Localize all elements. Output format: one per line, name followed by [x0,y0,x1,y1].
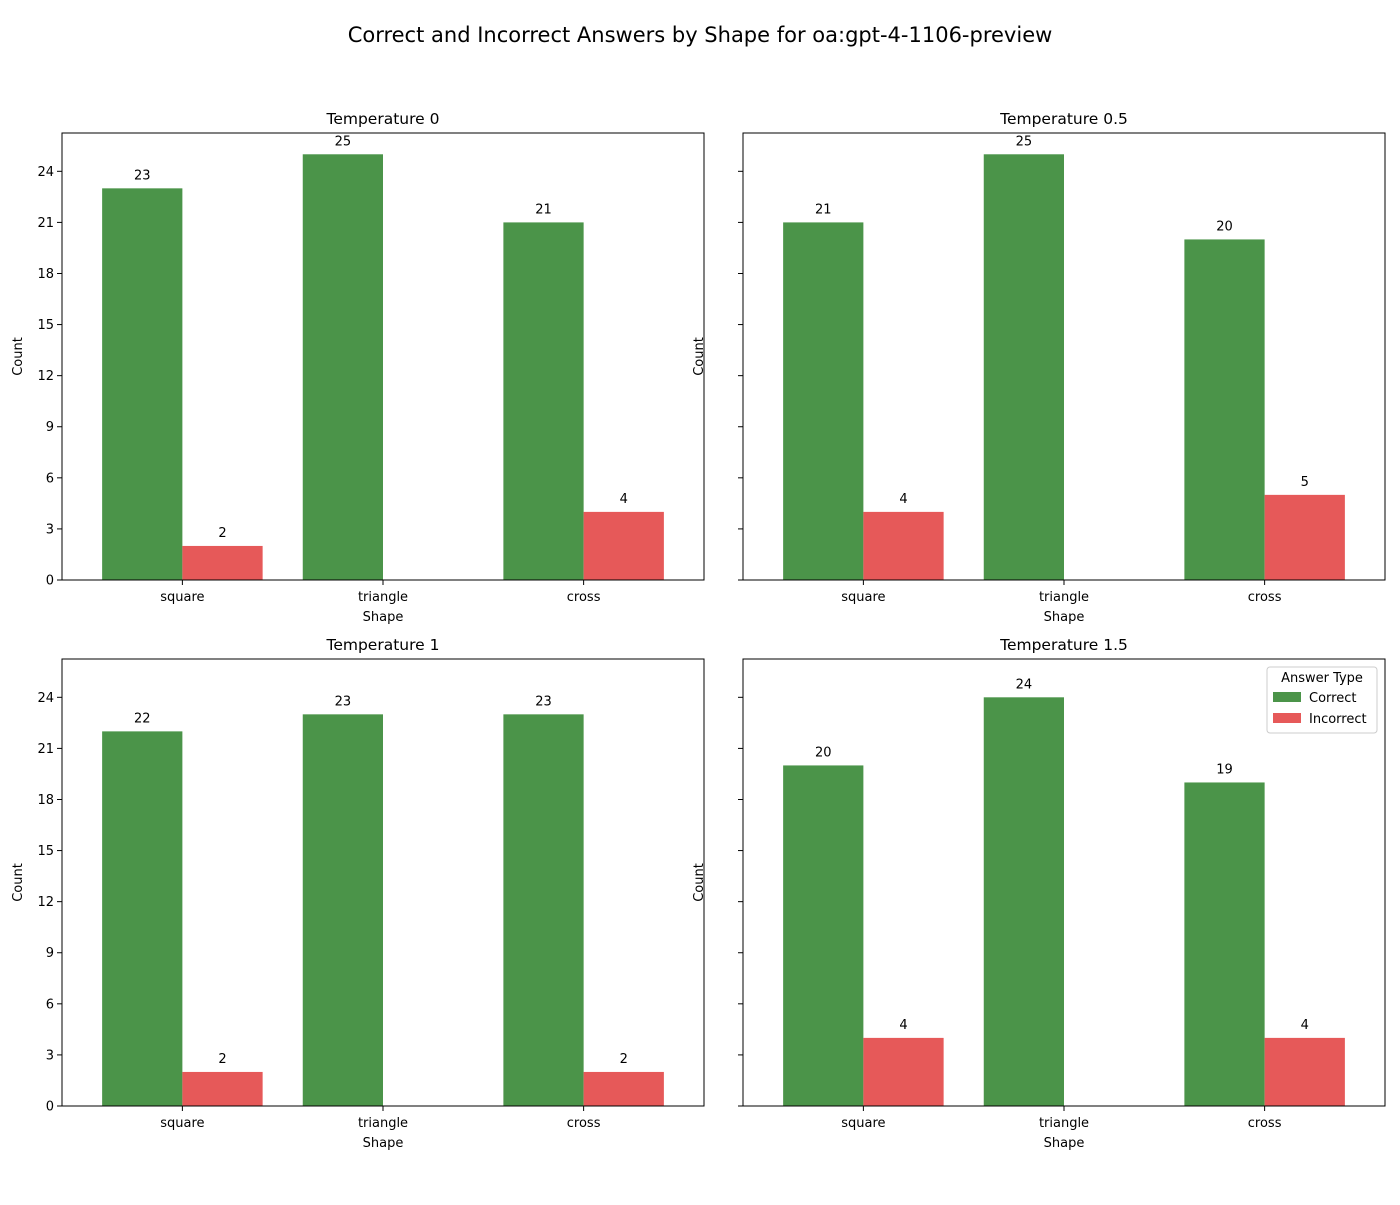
bar-incorrect-cross [583,511,664,580]
panel-2: Temperature 0.5 21 25 20 4 5 square triangle cro… [692,110,1386,625]
data-label: 4 [1301,1018,1309,1033]
bar-correct-triangle [983,154,1064,581]
bar-incorrect-cross [1264,1037,1345,1106]
y-tick-label: 3 [46,522,54,537]
bar-incorrect-cross [583,1071,664,1106]
data-label: 23 [535,694,552,709]
x-tick-label: cross [567,590,601,605]
bar-correct-cross [503,222,584,580]
x-tick-label: square [160,590,204,605]
x-tick-label: cross [1248,1116,1282,1131]
y-tick-label: 24 [37,165,54,180]
x-tick-label: cross [567,1116,601,1131]
legend: Answer Type Correct Incorrect [1266,666,1378,734]
data-label: 24 [1016,677,1033,692]
x-tick-label: triangle [1039,590,1089,605]
bar-incorrect-square [182,545,263,580]
panel-4: Temperature 1.5 20 24 19 4 4 square triangle cro… [692,636,1386,1151]
panel-title: Temperature 1.5 [999,636,1128,654]
x-axis-label: Shape [363,1136,404,1151]
y-tick-label: 0 [46,574,54,589]
data-label: 20 [815,745,832,760]
legend-swatch-correct [1273,692,1301,702]
x-tick-label: square [841,1116,885,1131]
x-tick-label: cross [1248,590,1282,605]
data-label: 20 [1216,219,1233,234]
data-label: 2 [218,526,226,541]
y-tick-label: 21 [37,742,54,757]
y-tick-label: 21 [37,216,54,231]
data-label: 22 [134,711,151,726]
bar-correct-cross [1184,782,1265,1106]
figure-title: Correct and Incorrect Answers by Shape f… [348,23,1053,47]
y-tick-label: 3 [46,1048,54,1063]
bar-correct-triangle [302,154,383,581]
data-label: 4 [620,492,628,507]
bar-incorrect-cross [1264,494,1345,580]
y-tick-label: 24 [37,691,54,706]
y-axis-label: Count [692,863,707,902]
x-tick-label: square [841,590,885,605]
bar-incorrect-square [182,1071,263,1106]
legend-title: Answer Type [1281,671,1363,686]
panel-title: Temperature 0.5 [999,110,1128,128]
panel-title: Temperature 1 [326,636,440,654]
data-label: 25 [335,134,352,149]
panel-title: Temperature 0 [326,110,440,128]
y-axis-label: Count [692,337,707,376]
data-label: 2 [620,1052,628,1067]
y-tick-label: 12 [37,369,54,384]
x-axis-label: Shape [363,610,404,625]
y-tick-label: 9 [46,946,54,961]
y-tick-label: 15 [37,318,54,333]
y-tick-label: 18 [37,267,54,282]
data-label: 23 [335,694,352,709]
legend-swatch-incorrect [1273,713,1301,723]
x-tick-label: triangle [358,1116,408,1131]
y-tick-label: 0 [46,1100,54,1115]
y-axis-label: Count [11,863,26,902]
y-axis-label: Count [11,337,26,376]
bar-correct-triangle [302,714,383,1106]
x-tick-label: triangle [358,590,408,605]
x-tick-label: triangle [1039,1116,1089,1131]
bar-correct-square [102,188,183,580]
bar-correct-cross [503,714,584,1106]
x-tick-label: square [160,1116,204,1131]
bar-correct-square [102,731,183,1106]
x-axis-label: Shape [1044,1136,1085,1151]
y-tick-label: 6 [46,471,54,486]
panel-1: Temperature 02325212403691215182124squar… [11,110,705,625]
bar-correct-cross [1184,239,1265,580]
y-tick-label: 6 [46,997,54,1012]
bar-incorrect-square [863,1037,944,1106]
data-label: 23 [134,168,151,183]
bar-correct-triangle [983,697,1064,1106]
data-label: 2 [218,1052,226,1067]
bar-correct-square [783,222,864,580]
data-label: 21 [535,202,552,217]
y-tick-label: 15 [37,844,54,859]
data-label: 19 [1216,762,1233,777]
y-tick-label: 12 [37,895,54,910]
y-tick-label: 9 [46,420,54,435]
legend-label-correct: Correct [1309,691,1356,706]
bar-incorrect-square [863,511,944,580]
data-label: 4 [899,492,907,507]
y-tick-label: 18 [37,793,54,808]
data-label: 4 [899,1018,907,1033]
data-label: 5 [1301,475,1309,490]
x-axis-label: Shape [1044,610,1085,625]
legend-label-incorrect: Incorrect [1309,712,1367,727]
bar-correct-square [783,765,864,1106]
data-label: 21 [815,202,832,217]
data-label: 25 [1016,134,1033,149]
